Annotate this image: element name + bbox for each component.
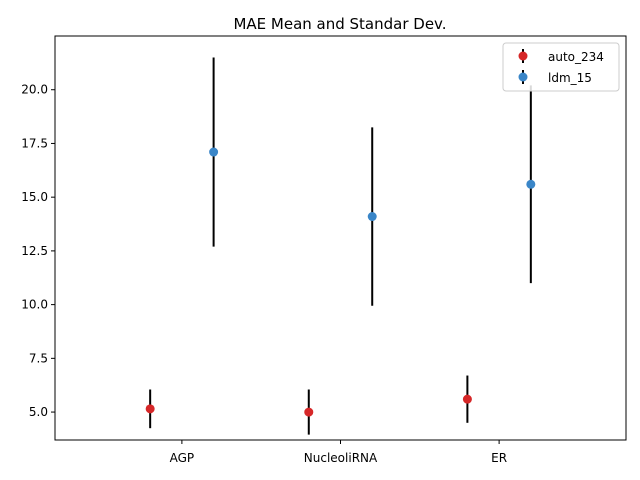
data-point [304, 407, 314, 417]
data-point [526, 179, 536, 189]
y-tick-label: 7.5 [29, 351, 48, 365]
data-point [367, 212, 377, 222]
x-tick-label: AGP [170, 451, 195, 465]
y-tick-label: 20.0 [21, 83, 48, 97]
chart-title: MAE Mean and Standar Dev. [233, 15, 446, 33]
legend-marker [518, 51, 528, 61]
data-point [462, 394, 472, 404]
x-tick-label: NucleoliRNA [304, 451, 378, 465]
y-tick-label: 10.0 [21, 298, 48, 312]
axes-frame [54, 35, 627, 441]
legend-label: auto_234 [548, 50, 604, 64]
legend-marker [518, 72, 528, 82]
y-tick-label: 15.0 [21, 190, 48, 204]
data-point [209, 147, 219, 157]
y-tick-label: 12.5 [21, 244, 48, 258]
data-point [145, 404, 155, 414]
y-tick-label: 5.0 [29, 405, 48, 419]
plot-area [145, 57, 536, 435]
x-tick-label: ER [491, 451, 507, 465]
legend: auto_234 ldm_15 [502, 42, 620, 92]
y-tick-label: 17.5 [21, 136, 48, 150]
axes: 5.0 7.5 10.0 12.5 15.0 17.5 20.0 AGP NucleoliRNA… [21, 83, 507, 465]
legend-label: ldm_15 [548, 71, 592, 85]
legend-box [502, 42, 620, 92]
